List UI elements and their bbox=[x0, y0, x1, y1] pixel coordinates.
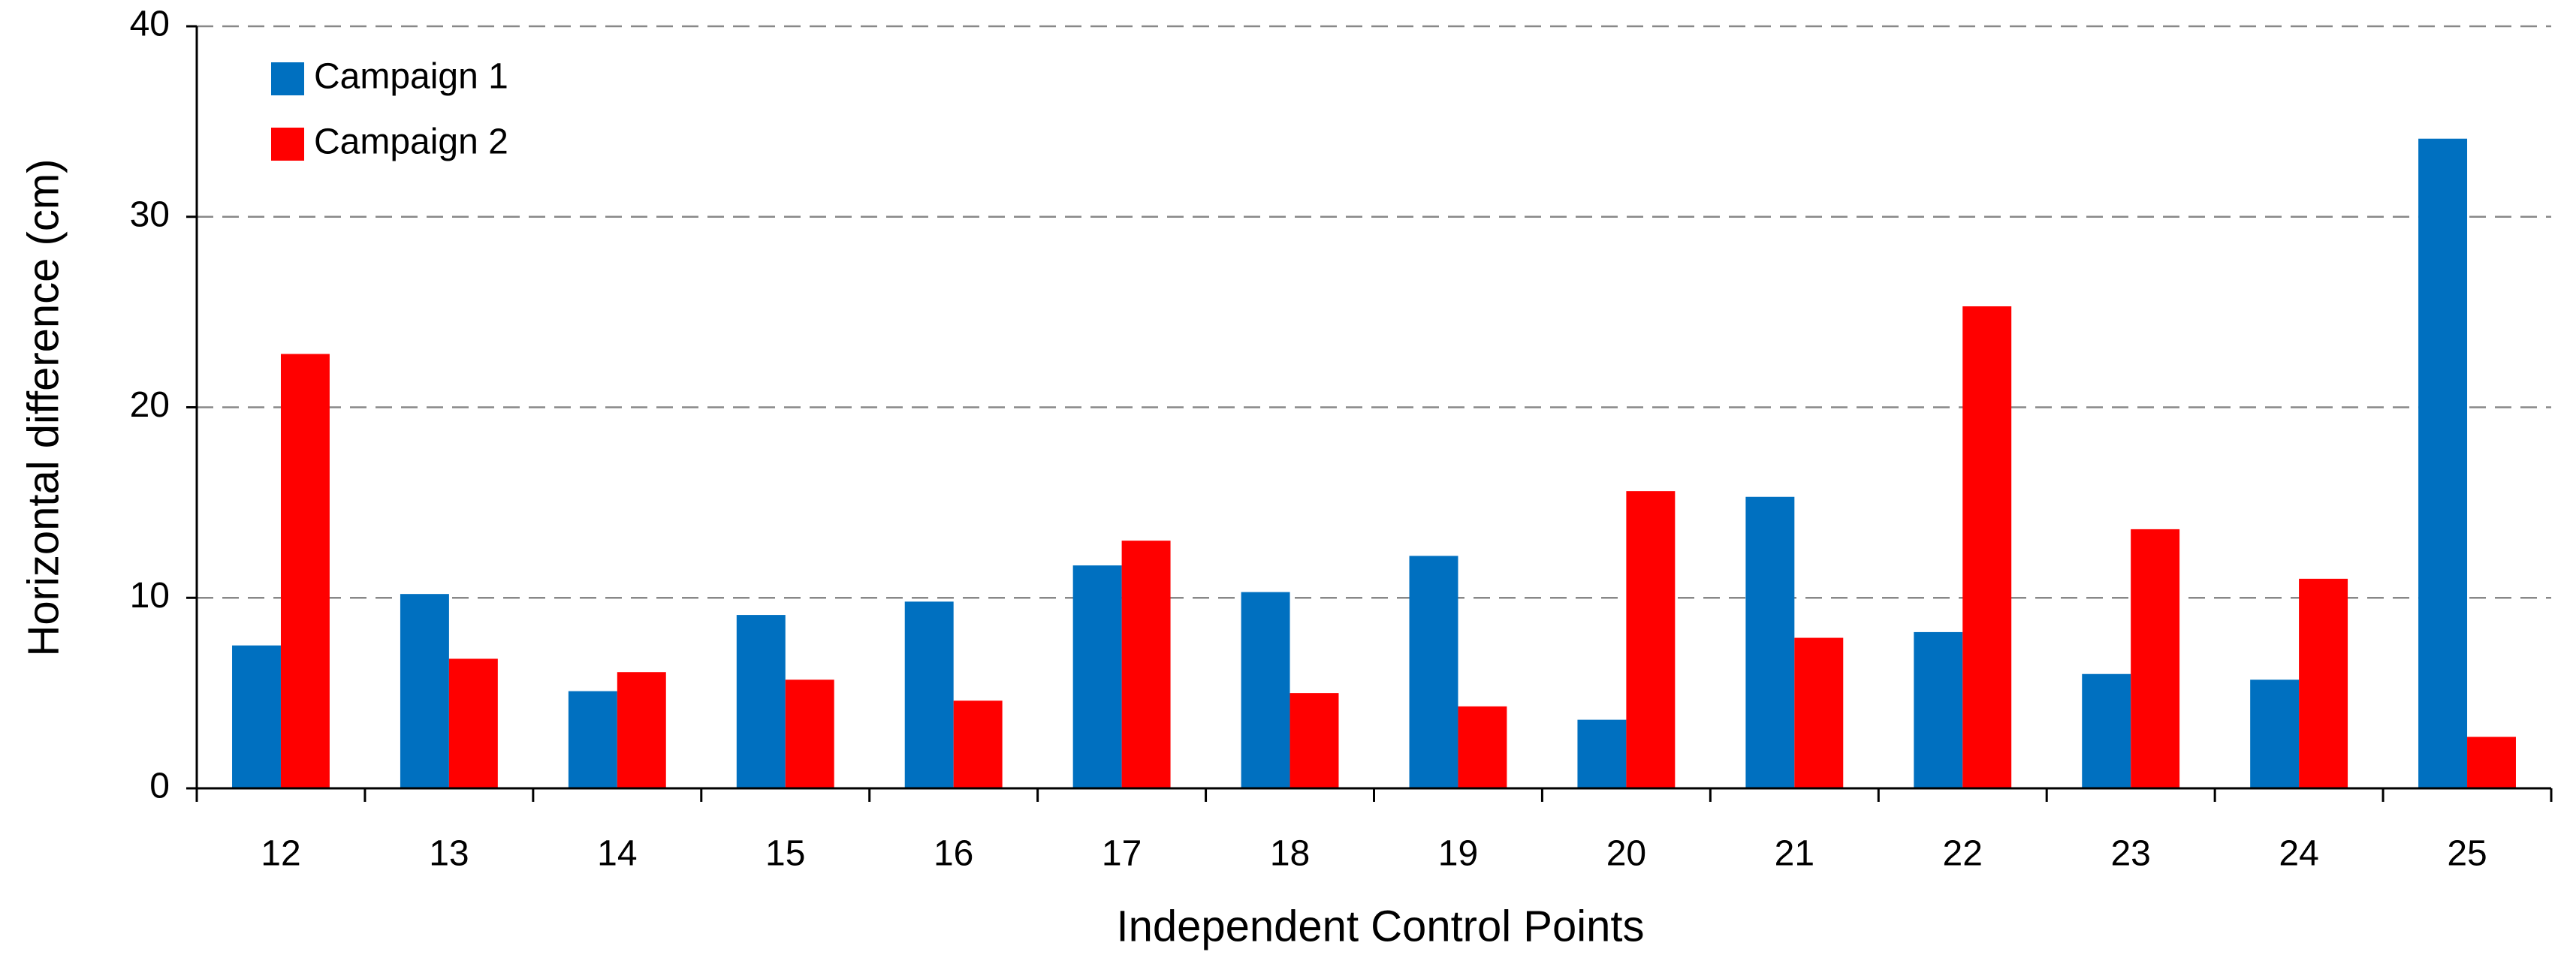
bar bbox=[1914, 631, 1963, 788]
x-tick-label: 20 bbox=[1606, 834, 1646, 874]
bar bbox=[736, 615, 786, 788]
bar bbox=[1458, 706, 1507, 788]
bar bbox=[1577, 719, 1627, 788]
bar bbox=[232, 645, 281, 788]
bar bbox=[953, 700, 1003, 788]
y-axis-title: Horizontal difference (cm) bbox=[19, 159, 68, 657]
x-tick-label: 18 bbox=[1270, 834, 1310, 874]
x-tick-label: 16 bbox=[934, 834, 973, 874]
y-tick-label: 20 bbox=[130, 385, 170, 425]
bar bbox=[2082, 673, 2131, 788]
x-tick-label: 24 bbox=[2279, 834, 2318, 874]
x-tick-label: 19 bbox=[1438, 834, 1478, 874]
y-tick-label: 30 bbox=[130, 194, 170, 234]
y-tick-label: 10 bbox=[130, 576, 170, 616]
bar bbox=[1290, 693, 1339, 788]
bar bbox=[1409, 556, 1458, 788]
y-tick-label: 0 bbox=[149, 767, 170, 806]
bar bbox=[1241, 592, 1290, 788]
bar bbox=[1794, 637, 1844, 788]
bar bbox=[568, 691, 617, 788]
bar bbox=[1121, 541, 1171, 788]
bar bbox=[2467, 737, 2516, 788]
x-tick-label: 12 bbox=[261, 834, 300, 874]
x-tick-label: 13 bbox=[429, 834, 469, 874]
x-tick-label: 22 bbox=[1943, 834, 1983, 874]
legend-label: Campaign 2 bbox=[314, 122, 508, 162]
bar bbox=[1626, 491, 1676, 788]
legend-swatch bbox=[271, 128, 304, 161]
x-tick-label: 14 bbox=[597, 834, 637, 874]
bar bbox=[904, 601, 954, 788]
bar bbox=[1962, 306, 2012, 788]
legend-swatch bbox=[271, 62, 304, 95]
bar bbox=[2418, 138, 2468, 788]
bar bbox=[2250, 679, 2300, 788]
bar bbox=[2299, 578, 2348, 788]
bar bbox=[2131, 529, 2180, 788]
bar bbox=[280, 354, 330, 788]
bar bbox=[400, 594, 449, 788]
x-tick-label: 17 bbox=[1102, 834, 1142, 874]
x-tick-label: 23 bbox=[2110, 834, 2150, 874]
legend-label: Campaign 1 bbox=[314, 57, 508, 97]
bar bbox=[448, 658, 498, 788]
x-tick-label: 15 bbox=[765, 834, 805, 874]
bar bbox=[1072, 565, 1122, 788]
bar bbox=[1745, 496, 1795, 788]
x-tick-label: 25 bbox=[2447, 834, 2487, 874]
bar bbox=[617, 672, 666, 788]
x-axis-title: Independent Control Points bbox=[1117, 902, 1645, 950]
x-tick-label: 21 bbox=[1775, 834, 1814, 874]
y-tick-label: 40 bbox=[130, 5, 170, 44]
bar bbox=[785, 679, 834, 788]
